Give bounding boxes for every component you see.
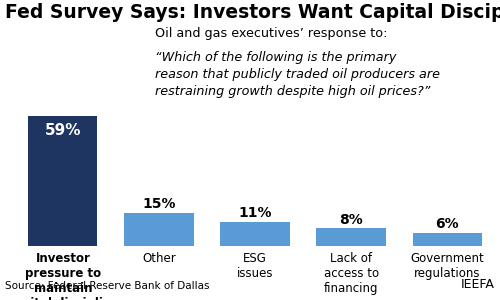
- Text: 15%: 15%: [142, 197, 176, 211]
- Text: 11%: 11%: [238, 206, 272, 220]
- Text: “Which of the following is the primary
reason that publicly traded oil producers: “Which of the following is the primary r…: [155, 51, 440, 98]
- Text: Fed Survey Says: Investors Want Capital Discipline: Fed Survey Says: Investors Want Capital …: [5, 3, 500, 22]
- Text: 6%: 6%: [436, 217, 459, 231]
- Text: 8%: 8%: [339, 213, 363, 226]
- Bar: [220, 222, 290, 246]
- Bar: [412, 233, 482, 246]
- Text: IEEFA: IEEFA: [461, 278, 495, 291]
- Bar: [28, 116, 98, 246]
- Text: Source: Federal Reserve Bank of Dallas: Source: Federal Reserve Bank of Dallas: [5, 281, 210, 291]
- Bar: [316, 228, 386, 246]
- Text: 59%: 59%: [44, 123, 81, 138]
- Text: Oil and gas executives’ response to:: Oil and gas executives’ response to:: [155, 27, 388, 40]
- Bar: [124, 213, 194, 246]
